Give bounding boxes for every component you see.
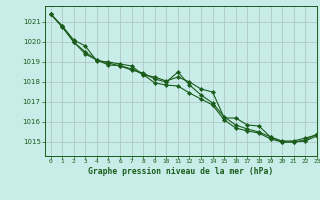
X-axis label: Graphe pression niveau de la mer (hPa): Graphe pression niveau de la mer (hPa) [88,167,273,176]
